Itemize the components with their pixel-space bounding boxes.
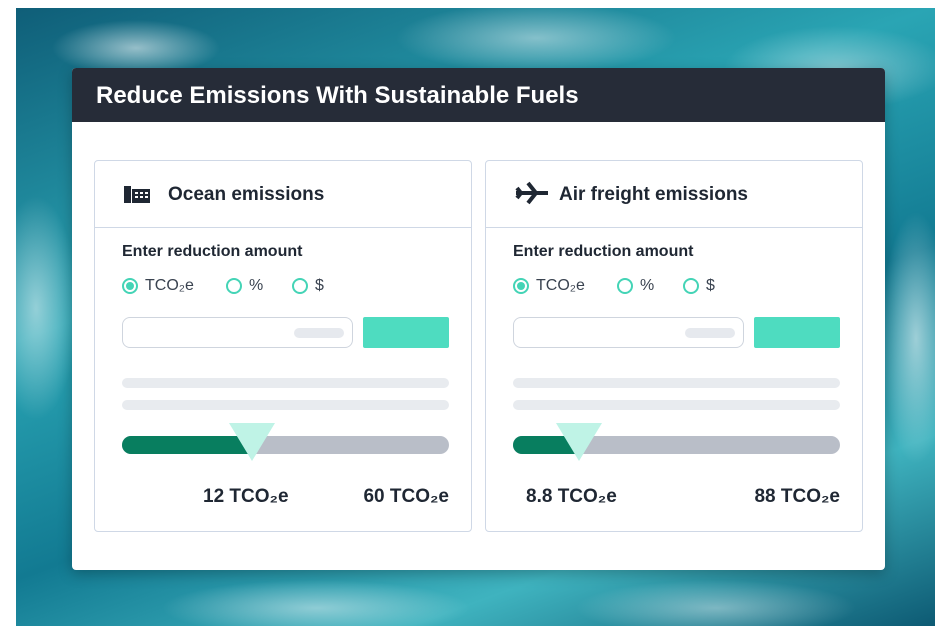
text-input[interactable] xyxy=(122,317,353,348)
placeholder-line xyxy=(122,400,449,410)
radio[interactable] xyxy=(513,278,529,294)
placeholder-line xyxy=(122,378,449,388)
option-label: $ xyxy=(315,277,324,295)
radio[interactable] xyxy=(617,278,633,294)
placeholder-line xyxy=(513,400,840,410)
current-value: 8.8 TCO₂e xyxy=(526,486,617,508)
placeholder-line xyxy=(513,378,840,388)
radio-option[interactable]: $ xyxy=(683,277,715,295)
slider-thumb[interactable] xyxy=(556,423,602,461)
slider-thumb[interactable] xyxy=(229,423,275,461)
card-title: Air freight emissions xyxy=(559,184,748,206)
card: Ocean emissions Enter reduction amount T… xyxy=(94,160,472,532)
card-title: Ocean emissions xyxy=(168,184,324,206)
submit-button[interactable] xyxy=(754,317,840,348)
radio-option[interactable]: % xyxy=(226,277,263,295)
radio[interactable] xyxy=(683,278,699,294)
panel-title: Reduce Emissions With Sustainable Fuels xyxy=(72,68,885,122)
radio[interactable] xyxy=(226,278,242,294)
plane-icon xyxy=(514,181,550,205)
page: Reduce Emissions With Sustainable Fuels … xyxy=(0,0,935,626)
radio-option[interactable]: TCO₂e xyxy=(122,277,194,295)
max-value: 88 TCO₂e xyxy=(754,486,840,508)
submit-button[interactable] xyxy=(363,317,449,348)
prompt: Enter reduction amount xyxy=(122,243,302,261)
current-value: 12 TCO₂e xyxy=(203,486,289,508)
option-label: % xyxy=(640,277,654,295)
radio-option[interactable]: % xyxy=(617,277,654,295)
slider-track[interactable] xyxy=(122,436,449,454)
text-input[interactable] xyxy=(513,317,744,348)
option-label: TCO₂e xyxy=(145,277,194,295)
option-label: % xyxy=(249,277,263,295)
max-value: 60 TCO₂e xyxy=(363,486,449,508)
card-header: Air freight emissions xyxy=(486,161,862,228)
prompt: Enter reduction amount xyxy=(513,243,693,261)
card: Air freight emissions Enter reduction am… xyxy=(485,160,863,532)
radio[interactable] xyxy=(122,278,138,294)
option-label: TCO₂e xyxy=(536,277,585,295)
panel: Reduce Emissions With Sustainable Fuels … xyxy=(72,68,885,570)
radio-option[interactable]: TCO₂e xyxy=(513,277,585,295)
ship-icon xyxy=(123,183,153,205)
radio-option[interactable]: $ xyxy=(292,277,324,295)
option-label: $ xyxy=(706,277,715,295)
card-header: Ocean emissions xyxy=(95,161,471,228)
radio[interactable] xyxy=(292,278,308,294)
